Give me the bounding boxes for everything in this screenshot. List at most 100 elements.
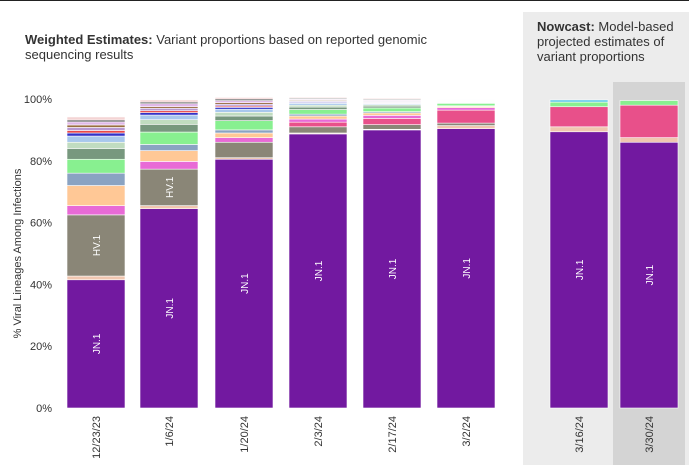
bar-segment-lineage-8 [139,124,199,133]
bar-segment-lineage-4 [362,115,422,119]
nowcast-title-bold: Nowcast: [537,19,595,34]
y-tick-label: 0% [36,403,52,415]
bar-segment-jn1 [66,279,126,409]
bar-segment-jn1 [139,208,199,409]
weighted-title-bold: Weighted Estimates: [25,32,153,47]
bar-segment-hv1 [66,214,126,277]
bar-segment-lineage-1 [549,126,609,133]
bar-segment-lineage-8 [288,106,348,110]
weighted-estimates-title: Weighted Estimates: Variant proportions … [25,32,465,62]
bar-segment-lineage-1 [619,137,679,143]
bar-segment-lineage-16 [66,121,126,126]
bar-segment-lineage-5 [66,185,126,206]
bar-segment-lineage-5 [362,112,422,116]
segment-label: HV.1 [92,234,103,256]
bar-segment-lineage-9 [214,111,274,117]
bar-segment-lineage-16 [139,103,199,108]
y-axis-title: % Viral Lineages Among Infections [12,168,24,338]
bar-segment-lineage-3 [362,118,422,125]
segment-label: JN.1 [165,298,176,319]
bar-segment-lineage-3 [288,121,348,128]
bar-segment-lineage-3 [549,106,609,128]
bar-segment-hv1 [139,168,199,206]
bar-segment-lineage-4 [66,205,126,216]
bar-segment-lineage-16 [214,100,274,104]
bar-segment-lineage-3 [436,109,496,124]
bar-segment-lineage-10 [66,135,126,143]
segment-label: JN.1 [388,258,399,279]
bar-segment-lineage-5 [214,132,274,138]
bar-segment-lineage-6 [139,144,199,151]
x-tick-label: 3/2/24 [461,416,473,447]
bar-segment-lineage-18 [362,97,422,100]
segment-label: JN.1 [240,273,251,294]
bar-segment-hv1 [288,126,348,134]
bar-segment-lineage-12 [139,112,199,116]
bar-segment-lineage-7 [214,120,274,131]
bar-segment-lineage-9 [66,141,126,149]
bar-segment-hv1 [436,122,496,126]
bar-segment-lineage-4 [436,107,496,111]
bar-segment-lineage-7 [619,100,679,106]
bar-segment-lineage-8 [214,115,274,121]
bar-segment-lineage-9 [139,119,199,125]
x-tick-label: 12/23/23 [91,416,103,459]
bar-segment-lineage-18 [288,96,348,99]
bar-segment-lineage-5 [139,150,199,162]
segment-label: JN.1 [314,260,325,281]
bar-segment-lineage-1 [139,205,199,209]
bar-segment-lineage-12 [66,132,126,137]
bar-segment-jn1 [214,158,274,409]
bar-segment-lineage-6 [214,129,274,134]
bar-segment-jn1 [549,131,609,409]
bar-segment-lineage-7 [288,109,348,115]
x-tick-label: 1/20/24 [239,416,251,453]
segment-label: HV.1 [165,176,176,198]
segment-label: JN.1 [92,333,103,354]
bar-segment-lineage-18 [66,116,126,121]
bar-segment-lineage-7 [436,103,496,107]
bar-segment-lineage-13 [66,130,126,134]
bar-segment-lineage-5 [288,115,348,120]
bar-segment-lineage-7 [362,107,422,112]
top-border [0,0,689,1]
bar-segment-lineage-3 [619,104,679,138]
bar-segment-lineage-14 [139,107,199,112]
segment-label: JN.1 [462,258,473,279]
y-tick-label: 40% [30,279,52,291]
x-tick-label: 1/6/24 [164,416,176,447]
bar-segment-lineage-4 [139,161,199,170]
bar-segment-jn1 [436,128,496,409]
x-tick-label: 3/30/24 [644,416,656,453]
y-tick-label: 20% [30,341,52,353]
bar-segment-lineage-4 [214,137,274,143]
bar-segment-lineage-1 [66,275,126,281]
weighted-title-rest: Variant proportions based on reported ge… [25,32,427,62]
y-tick-label: 100% [24,94,52,106]
x-tick-label: 2/17/24 [387,416,399,453]
x-tick-label: 2/3/24 [313,416,325,447]
bar-segment-lineage-8 [66,148,126,160]
bar-segment-lineage-10 [214,108,274,113]
bar-segment-lineage-7 [549,101,609,108]
bar-segment-lineage-1 [436,125,496,129]
bar-segment-hv1 [362,124,422,130]
bar-segment-lineage-14 [66,127,126,131]
bar-segment-lineage-10 [139,114,199,121]
x-tick-label: 3/16/24 [574,416,586,453]
nowcast-title: Nowcast: Model-based projected estimates… [537,19,687,64]
bar-segment-lineage-7 [66,158,126,174]
bar-segment-jn1 [288,133,348,409]
bar-segment-lineage-7 [139,131,199,145]
bar-segment-lineage-18 [139,99,199,103]
bar-segment-lineage-18 [214,97,274,100]
segment-label: JN.1 [645,264,656,285]
bar-segment-lineage-6 [66,172,126,186]
nowcast-title-rest: Model-based projected estimates of varia… [537,19,674,64]
y-tick-label: 80% [30,156,52,168]
bar-segment-lineage-4 [288,118,348,123]
bar-segment-jn1 [619,141,679,409]
y-tick-label: 60% [30,218,52,230]
segment-label: JN.1 [575,259,586,280]
bar-segment-lineage-15 [66,124,126,128]
